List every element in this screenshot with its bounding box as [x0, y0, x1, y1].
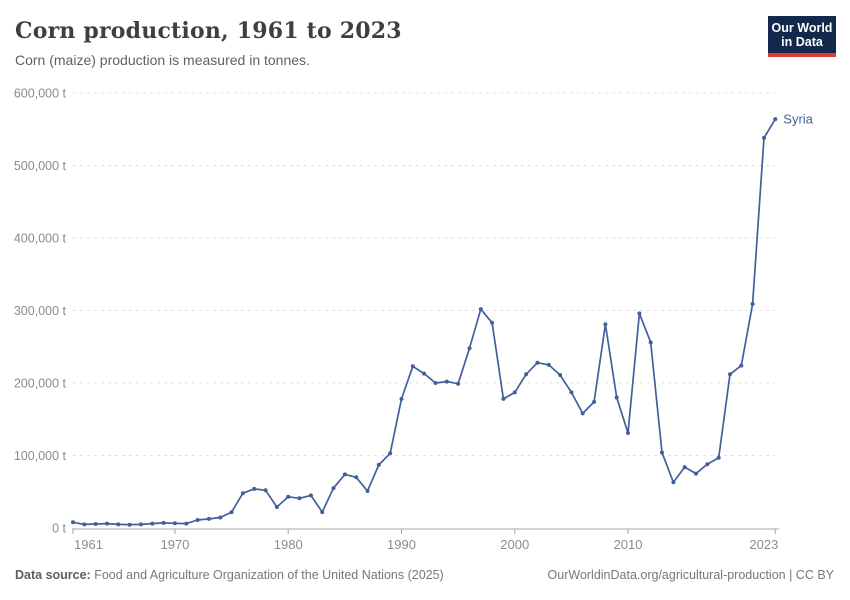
data-point[interactable] [263, 488, 268, 493]
data-point[interactable] [365, 489, 370, 493]
y-tick-label: 500,000 t [14, 159, 67, 173]
y-tick-label: 400,000 t [14, 232, 67, 246]
data-point[interactable] [82, 522, 87, 527]
data-point[interactable] [569, 390, 574, 395]
data-point[interactable] [444, 379, 449, 384]
x-tick-label: 2010 [614, 537, 643, 552]
data-point[interactable] [410, 364, 415, 369]
data-point[interactable] [116, 522, 121, 527]
y-tick-label: 0 t [52, 522, 66, 536]
data-point[interactable] [750, 302, 755, 306]
data-point[interactable] [580, 411, 585, 416]
data-point[interactable] [773, 117, 778, 122]
owid-link[interactable]: OurWorldinData.org/agricultural-producti… [547, 568, 834, 582]
x-tick-label: 2000 [500, 537, 529, 552]
data-source: Data source: Food and Agriculture Organi… [15, 568, 444, 582]
data-point[interactable] [127, 522, 132, 527]
data-point[interactable] [172, 521, 177, 526]
data-point[interactable] [660, 450, 664, 455]
data-point[interactable] [354, 475, 359, 480]
data-point[interactable] [218, 515, 223, 520]
data-point[interactable] [422, 371, 427, 376]
chart-subtitle: Corn (maize) production is measured in t… [15, 52, 310, 68]
data-point[interactable] [229, 510, 234, 515]
data-point[interactable] [139, 522, 143, 527]
data-point[interactable] [637, 311, 642, 316]
data-point[interactable] [467, 346, 472, 351]
data-point[interactable] [728, 372, 732, 377]
owid-logo[interactable]: Our World in Data [768, 16, 836, 57]
y-tick-label: 100,000 t [14, 449, 67, 463]
data-point[interactable] [433, 381, 438, 385]
y-tick-label: 300,000 t [14, 304, 67, 318]
data-point[interactable] [501, 396, 506, 401]
x-tick-label: 1990 [387, 537, 416, 552]
data-point[interactable] [682, 465, 687, 470]
data-point[interactable] [184, 521, 189, 526]
data-point[interactable] [274, 505, 279, 509]
data-point[interactable] [558, 373, 563, 377]
data-point[interactable] [286, 494, 291, 499]
data-point[interactable] [399, 396, 404, 401]
data-point[interactable] [648, 340, 653, 345]
chart-line [72, 118, 777, 526]
owid-logo-line2: in Data [781, 35, 823, 49]
data-point[interactable] [478, 307, 483, 312]
data-point[interactable] [342, 472, 347, 477]
data-point[interactable] [71, 520, 75, 525]
data-point[interactable] [592, 399, 597, 404]
data-point[interactable] [716, 455, 721, 460]
data-point[interactable] [739, 363, 744, 368]
owid-logo-line1: Our World [771, 21, 833, 35]
data-point[interactable] [195, 518, 200, 522]
data-point[interactable] [161, 520, 166, 525]
y-tick-label: 200,000 t [14, 377, 67, 391]
data-point[interactable] [524, 372, 529, 377]
data-point[interactable] [671, 480, 676, 485]
y-tick-label: 600,000 t [14, 87, 67, 101]
data-point[interactable] [762, 135, 766, 140]
data-source-label: Data source: [15, 568, 91, 582]
x-tick-label: 1970 [160, 537, 189, 552]
data-point[interactable] [206, 516, 211, 521]
data-point[interactable] [388, 451, 393, 456]
data-point[interactable] [252, 486, 257, 491]
data-point[interactable] [705, 462, 710, 467]
data-point[interactable] [694, 471, 698, 476]
x-tick-label: 1961 [74, 537, 103, 552]
data-point[interactable] [512, 390, 517, 395]
data-point[interactable] [105, 521, 109, 526]
data-point[interactable] [626, 431, 630, 435]
data-point[interactable] [603, 322, 608, 327]
line-chart: 0 t 100,000 t 200,000 t 300,000 t 400,000 t 5… [14, 87, 814, 553]
data-point[interactable] [535, 360, 540, 365]
data-point[interactable] [308, 493, 313, 498]
data-point[interactable] [331, 486, 336, 491]
series-end-label: Syria [783, 112, 813, 127]
data-point[interactable] [150, 521, 155, 526]
page-title: Corn production, 1961 to 2023 [15, 18, 402, 44]
data-point[interactable] [93, 522, 98, 526]
data-point[interactable] [376, 462, 381, 467]
x-tick-label: 1980 [274, 537, 303, 552]
data-point[interactable] [240, 491, 245, 496]
data-point[interactable] [456, 381, 461, 386]
data-point[interactable] [614, 395, 619, 400]
data-point[interactable] [490, 320, 495, 325]
data-point[interactable] [297, 496, 302, 501]
x-tick-label: 2023 [749, 537, 778, 552]
data-source-text: Food and Agriculture Organization of the… [90, 568, 444, 582]
data-point[interactable] [546, 362, 551, 367]
data-point[interactable] [320, 510, 325, 515]
